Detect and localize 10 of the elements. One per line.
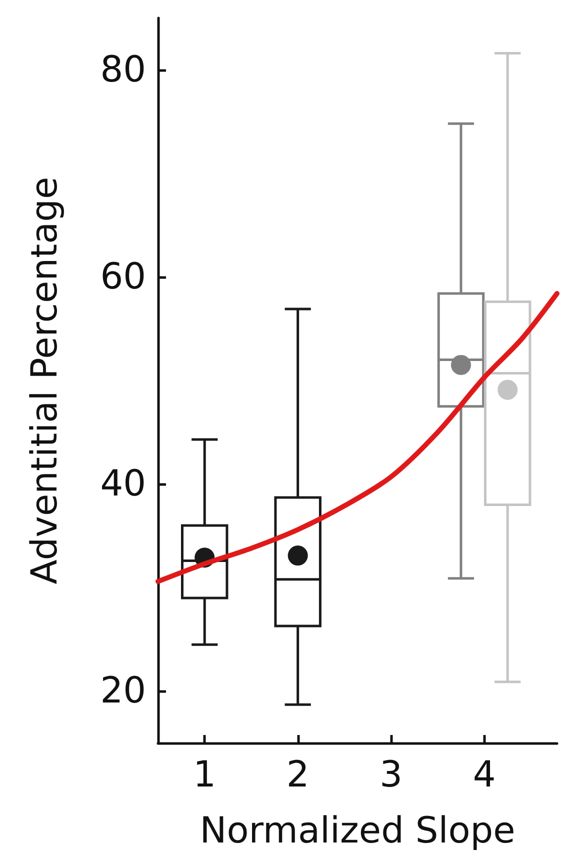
- y-tick-label: 80: [100, 49, 146, 90]
- y-tick-label: 20: [100, 670, 146, 712]
- x-tick-label: 2: [286, 754, 310, 796]
- y-tick-label: 60: [100, 256, 146, 298]
- x-tick-label: 4: [472, 754, 496, 796]
- y-axis-title: Adventitial Percentage: [24, 176, 66, 584]
- x-tick-label: 3: [380, 754, 403, 796]
- x-tick-label: 1: [193, 754, 216, 796]
- x-axis-title: Normalized Slope: [200, 810, 516, 852]
- y-tick-label: 40: [100, 464, 146, 505]
